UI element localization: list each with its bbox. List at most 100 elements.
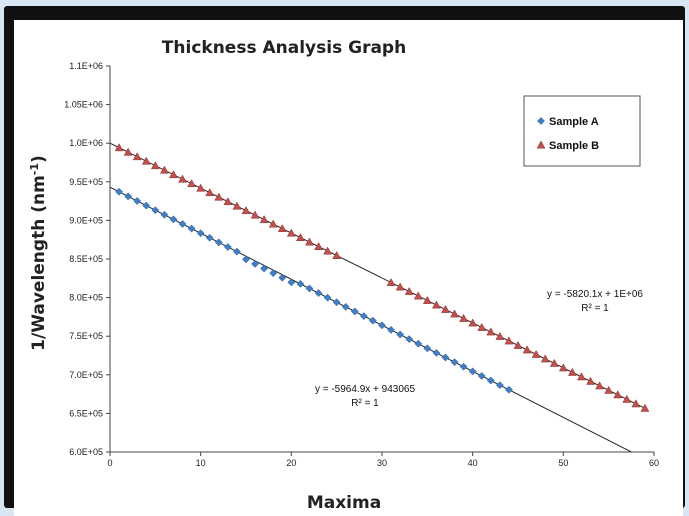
data-point	[323, 293, 332, 302]
data-point	[314, 242, 323, 250]
x-tick-label: 50	[558, 458, 568, 468]
data-point	[477, 322, 487, 331]
y-tick-label: 1.05E+06	[64, 100, 103, 110]
data-point	[286, 228, 296, 237]
data-point	[432, 348, 441, 357]
data-point	[577, 372, 586, 381]
equation-b-text: y = -5820.1x + 1E+06	[547, 289, 643, 300]
data-point	[259, 215, 269, 224]
equation-a-r2: R² = 1	[351, 398, 379, 409]
y-axis-title-sup: -1	[28, 163, 41, 175]
x-tick-label: 0	[107, 458, 112, 468]
data-point	[169, 215, 178, 224]
data-point	[178, 220, 187, 228]
data-point	[414, 339, 423, 348]
data-point	[341, 302, 350, 311]
legend-label: Sample B	[549, 140, 599, 152]
y-tick-label: 1.1E+06	[69, 61, 103, 71]
data-point	[296, 279, 305, 288]
data-point	[350, 307, 359, 316]
data-point	[359, 312, 368, 321]
data-point	[504, 385, 513, 394]
data-point	[287, 278, 296, 287]
chart-panel: Thickness Analysis Graph 1/Wavelength (n…	[14, 20, 683, 516]
y-tick-label: 8.5E+05	[69, 254, 103, 264]
data-point	[115, 187, 124, 196]
data-point	[396, 330, 405, 339]
data-point	[450, 309, 459, 318]
chart-frame: Thickness Analysis Graph 1/Wavelength (n…	[4, 6, 685, 516]
data-point	[241, 206, 251, 215]
data-point	[142, 201, 151, 210]
data-point	[459, 313, 469, 322]
y-axis-title: 1/Wavelength (nm-1)	[28, 155, 49, 351]
data-point	[468, 318, 478, 327]
data-point	[622, 394, 632, 403]
chart-title: Thickness Analysis Graph	[162, 38, 406, 58]
data-point	[450, 358, 459, 367]
y-tick-label: 7.5E+05	[69, 331, 103, 341]
data-point	[477, 372, 486, 380]
data-point	[459, 362, 468, 371]
data-point	[151, 206, 160, 215]
data-point	[558, 363, 568, 372]
data-point	[549, 358, 559, 367]
data-point	[196, 229, 205, 238]
axes: 6.0E+05 6.5E+05 7.0E+05 7.5E+05 8.0E+05 8.5E+…	[64, 61, 659, 468]
data-point	[631, 399, 641, 408]
data-point	[232, 247, 241, 256]
data-point	[232, 201, 242, 210]
data-point	[604, 385, 614, 394]
data-point	[431, 300, 441, 309]
data-point	[214, 192, 224, 201]
data-point	[269, 269, 278, 278]
data-point	[141, 156, 151, 165]
data-point	[513, 340, 523, 349]
data-point	[387, 325, 396, 334]
equation-a-text: y = -5964.9x + 943065	[315, 384, 416, 395]
data-point	[504, 336, 514, 345]
y-tick-label: 9.0E+05	[69, 215, 103, 225]
data-point	[323, 246, 333, 255]
data-point	[187, 179, 197, 188]
data-point	[169, 170, 178, 179]
y-axis-title-close: )	[29, 155, 49, 163]
data-point	[150, 161, 160, 170]
data-point	[268, 219, 278, 228]
legend-marker	[537, 117, 545, 125]
data-point	[595, 381, 605, 390]
data-point	[295, 233, 305, 242]
data-point	[332, 251, 342, 259]
x-tick-label: 10	[196, 458, 206, 468]
data-point	[278, 273, 287, 282]
legend-items: Sample A Sample B	[536, 116, 599, 152]
data-point	[395, 282, 405, 291]
data-point	[132, 152, 142, 161]
data-point	[613, 390, 623, 399]
data-point	[205, 233, 214, 242]
data-point	[187, 224, 196, 233]
data-point	[495, 331, 505, 340]
data-point	[178, 174, 187, 183]
data-points	[114, 143, 650, 412]
y-tick-label: 1.0E+06	[69, 138, 103, 148]
data-point	[368, 316, 377, 325]
thickness-chart: Thickness Analysis Graph 1/Wavelength (n…	[28, 38, 659, 513]
data-point	[314, 289, 323, 298]
data-point	[250, 210, 260, 219]
x-tick-label: 20	[286, 458, 296, 468]
data-point	[441, 353, 450, 362]
data-point	[422, 295, 432, 304]
data-point	[495, 381, 504, 390]
y-axis-title-main: 1/Wavelength (nm	[29, 175, 49, 351]
data-point	[214, 238, 223, 247]
data-point	[223, 243, 232, 251]
data-point	[305, 237, 314, 246]
data-point	[404, 286, 414, 295]
data-point	[567, 367, 577, 376]
data-point	[196, 183, 206, 192]
legend-marker	[536, 140, 546, 149]
data-point	[223, 197, 233, 206]
equation-b: y = -5820.1x + 1E+06 R² = 1	[547, 289, 643, 314]
data-point	[378, 321, 386, 330]
